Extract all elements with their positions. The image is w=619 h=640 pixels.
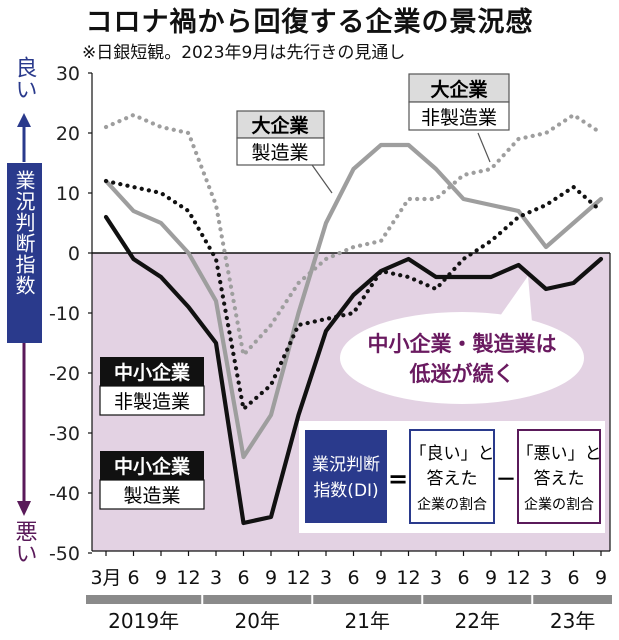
x-tick-label: 9 — [595, 567, 607, 589]
label-smb-mfg: 中小企業 製造業 — [99, 451, 205, 510]
label-large-nonmfg-line1: 大企業 — [430, 78, 488, 101]
x-tick-label: 6 — [567, 567, 579, 589]
bad-arrow-head — [17, 501, 31, 516]
bad-label: 悪い — [12, 520, 38, 564]
callout-tail — [500, 276, 532, 322]
x-tick-label: 6 — [237, 567, 249, 589]
label-smb-mfg-line2: 製造業 — [123, 485, 180, 507]
series-line-3 — [103, 214, 604, 526]
year-bar — [533, 595, 612, 604]
year-label: 20年 — [235, 609, 280, 633]
series-lines — [103, 112, 604, 526]
year-bar — [203, 595, 312, 604]
x-tick-label: 9 — [485, 567, 497, 589]
callout-bubble — [340, 312, 584, 404]
y-tick-labels: 30 20 10 0 -10 -20 -30 -40 -50 — [49, 63, 92, 565]
year-label: 21年 — [345, 609, 390, 633]
year-label: 23年 — [550, 609, 595, 633]
chart-subtitle: ※日銀短観。2023年9月は先行きの見通し — [82, 43, 406, 63]
leader-large-nonmfg — [477, 132, 491, 163]
y-tick-label: -20 — [49, 363, 80, 385]
series-line-0 — [103, 142, 604, 460]
year-label: 2019年 — [108, 609, 179, 633]
y-tick-label: -50 — [49, 543, 80, 565]
x-tick-label: 3 — [430, 567, 442, 589]
x-tick-label: 9 — [375, 567, 387, 589]
formula-minus: － — [496, 467, 516, 491]
label-smb-mfg-line1: 中小企業 — [114, 455, 191, 478]
series-line-1 — [103, 112, 604, 358]
y-tick-label: -10 — [49, 303, 80, 325]
y-tick-label: -40 — [49, 483, 80, 505]
year-bars: 2019年 20年 21年 22年 23年 — [86, 595, 612, 633]
y-tick-label: 10 — [56, 183, 80, 205]
x-tick-label: 3 — [540, 567, 552, 589]
formula-term2-box — [517, 429, 601, 524]
year-bar — [86, 595, 202, 604]
label-large-nonmfg-line2: 非製造業 — [421, 107, 497, 129]
formula-term2-line3: 企業の割合 — [524, 496, 594, 513]
formula-term1-line3: 企業の割合 — [417, 496, 487, 513]
formula-term1-box — [409, 429, 495, 524]
label-large-mfg: 大企業 製造業 — [236, 110, 333, 194]
x-tick-label: 6 — [457, 567, 469, 589]
x-tick-label: 9 — [155, 567, 167, 589]
good-label: 良い — [12, 56, 37, 100]
callout-line2: 低迷が続く — [409, 362, 515, 386]
callout-line1: 中小企業・製造業は — [368, 332, 557, 356]
bad-label-group: 悪い — [12, 343, 38, 564]
x-tick-label: 3 — [210, 567, 222, 589]
year-label: 22年 — [455, 609, 500, 633]
formula: 業況判断 指数(DI) = 「良い」と 答えた 企業の割合 － 「悪い」と 答え… — [299, 421, 605, 533]
x-tick-label: 12 — [176, 567, 200, 589]
year-bar — [423, 595, 532, 604]
label-large-mfg-line2: 製造業 — [251, 142, 308, 164]
ylabel-box — [7, 163, 42, 343]
formula-lhs-line1: 業況判断 — [312, 455, 380, 475]
x-tick-label: 9 — [265, 567, 277, 589]
label-large-nonmfg: 大企業 非製造業 — [408, 73, 510, 163]
y-tick-label: -30 — [49, 423, 80, 445]
x-tick-label: 3 — [320, 567, 332, 589]
x-tick-label: 12 — [396, 567, 420, 589]
formula-lhs-line2: 指数(DI) — [313, 481, 378, 501]
ylabel: 業況判断指数 — [12, 170, 36, 296]
y-tick-label: 20 — [56, 123, 80, 145]
x-tick-label: 3月 — [90, 567, 121, 589]
formula-lhs-box — [305, 430, 387, 523]
formula-term2-line1: 「悪い」と — [517, 444, 602, 464]
y-tick-label: 30 — [56, 63, 80, 85]
x-tick-label: 6 — [347, 567, 359, 589]
x-tick-label: 6 — [127, 567, 139, 589]
year-bar — [313, 595, 422, 604]
good-arrow-head — [17, 113, 31, 127]
label-smb-nonmfg-line2: 非製造業 — [114, 391, 190, 413]
label-smb-nonmfg: 中小企業 非製造業 — [99, 357, 205, 416]
good-label-group: 良い — [12, 56, 37, 162]
formula-term1-line1: 「良い」と — [410, 444, 495, 464]
formula-term2-line2: 答えた — [534, 469, 585, 489]
x-tick-labels: 3月 6 9 12 3 6 9 12 3 6 9 12 3 6 9 12 3 6 9 — [90, 551, 607, 589]
chart-title: コロナ禍から回復する企業の景況感 — [85, 7, 534, 38]
y-tick-label: 0 — [68, 243, 80, 265]
x-tick-label: 12 — [286, 567, 310, 589]
callout: 中小企業・製造業は 低迷が続く — [340, 276, 584, 404]
label-large-mfg-line1: 大企業 — [251, 114, 309, 137]
series-line-2 — [103, 178, 604, 412]
formula-term1-line2: 答えた — [427, 469, 478, 489]
formula-equals: = — [388, 465, 408, 493]
label-smb-nonmfg-line1: 中小企業 — [114, 361, 191, 384]
x-tick-label: 12 — [506, 567, 530, 589]
